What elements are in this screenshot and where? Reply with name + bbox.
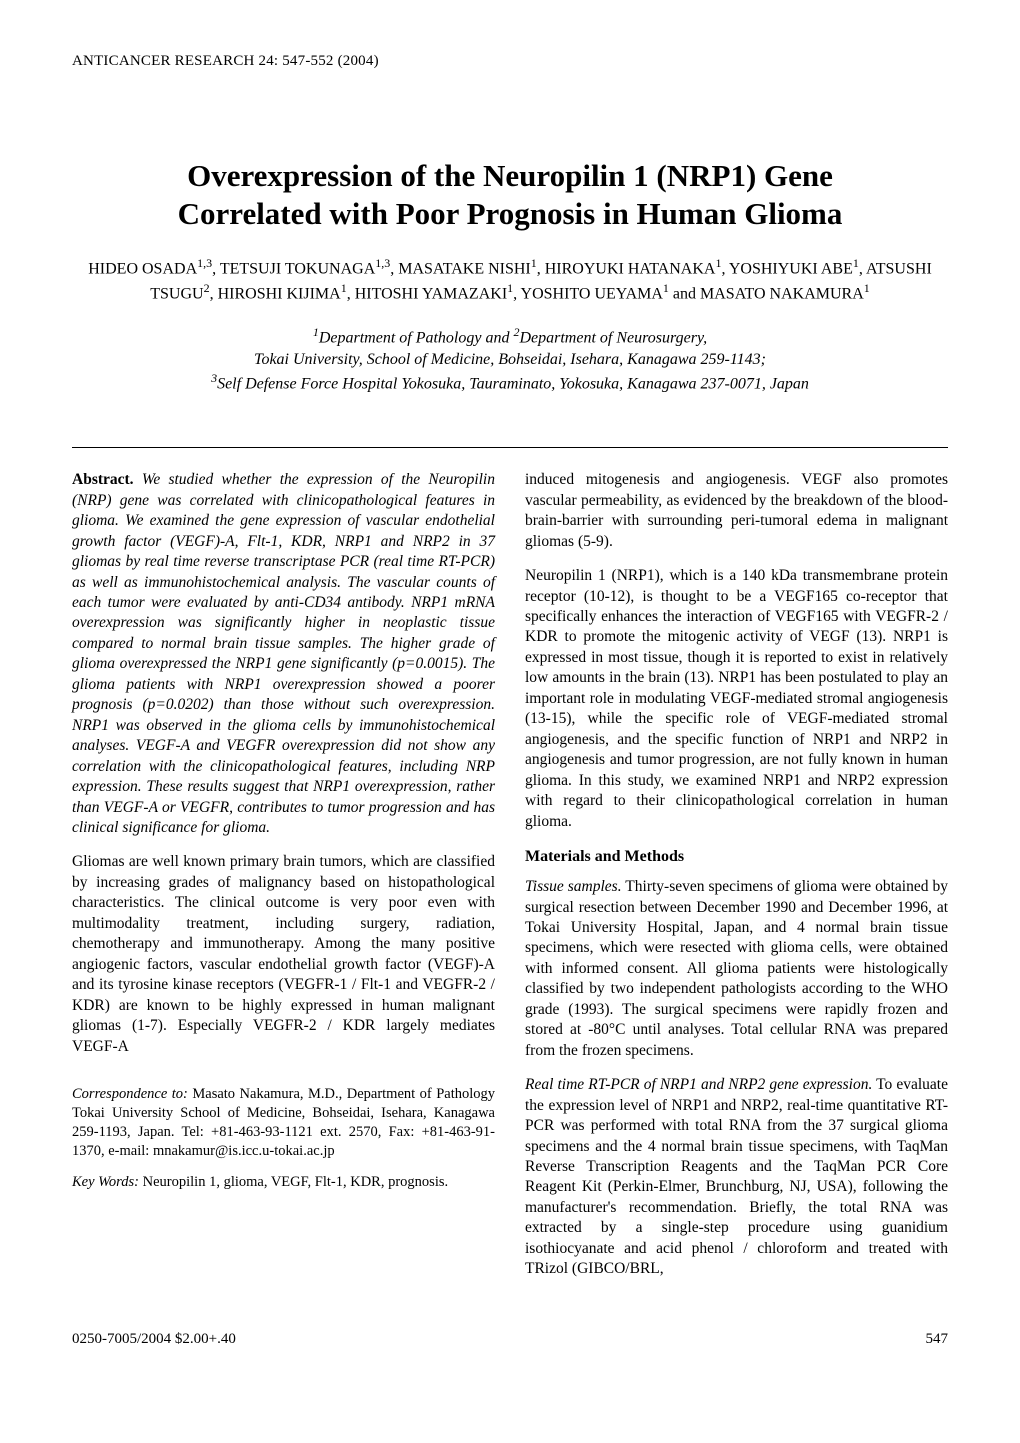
intro-paragraph-3: Neuropilin 1 (NRP1), which is a 140 kDa … (525, 566, 948, 832)
keywords-label: Key Words: (72, 1174, 139, 1190)
title-line-1: Overexpression of the Neuropilin 1 (NRP1… (187, 158, 833, 193)
methods-heading: Materials and Methods (525, 846, 948, 867)
methods-rtpcr-label: Real time RT-PCR of NRP1 and NRP2 gene e… (525, 1076, 872, 1093)
methods-rtpcr-body: To evaluate the expression level of NRP1… (525, 1076, 948, 1277)
title-line-2: Correlated with Poor Prognosis in Human … (178, 196, 843, 231)
divider-rule (72, 447, 948, 448)
intro-paragraph-2: induced mitogenesis and angiogenesis. VE… (525, 470, 948, 552)
intro-paragraph-1: Gliomas are well known primary brain tum… (72, 852, 495, 1057)
methods-tissue-label: Tissue samples. (525, 878, 622, 895)
footer-issn-price: 0250-7005/2004 $2.00+.40 (72, 1330, 236, 1349)
page-number: 547 (926, 1330, 949, 1349)
article-title: Overexpression of the Neuropilin 1 (NRP1… (72, 157, 948, 233)
running-head: ANTICANCER RESEARCH 24: 547-552 (2004) (72, 52, 948, 71)
abstract-label: Abstract. (72, 471, 134, 488)
correspondence: Correspondence to: Masato Nakamura, M.D.… (72, 1085, 495, 1162)
methods-tissue-body: Thirty-seven specimens of glioma were ob… (525, 878, 948, 1059)
page-footer: 0250-7005/2004 $2.00+.40 547 (72, 1330, 948, 1349)
body-columns: Abstract. We studied whether the express… (72, 470, 948, 1293)
correspondence-label: Correspondence to: (72, 1086, 188, 1102)
affiliations: 1Department of Pathology and 2Department… (72, 324, 948, 395)
methods-tissue-samples: Tissue samples. Thirty-seven specimens o… (525, 877, 948, 1061)
methods-rtpcr: Real time RT-PCR of NRP1 and NRP2 gene e… (525, 1075, 948, 1280)
keywords: Key Words: Neuropilin 1, glioma, VEGF, F… (72, 1173, 495, 1192)
author-list: HIDEO OSADA1,3, TETSUJI TOKUNAGA1,3, MAS… (72, 255, 948, 306)
abstract: Abstract. We studied whether the express… (72, 470, 495, 838)
keywords-body: Neuropilin 1, glioma, VEGF, Flt-1, KDR, … (143, 1174, 449, 1190)
abstract-body: We studied whether the expression of the… (72, 471, 495, 836)
